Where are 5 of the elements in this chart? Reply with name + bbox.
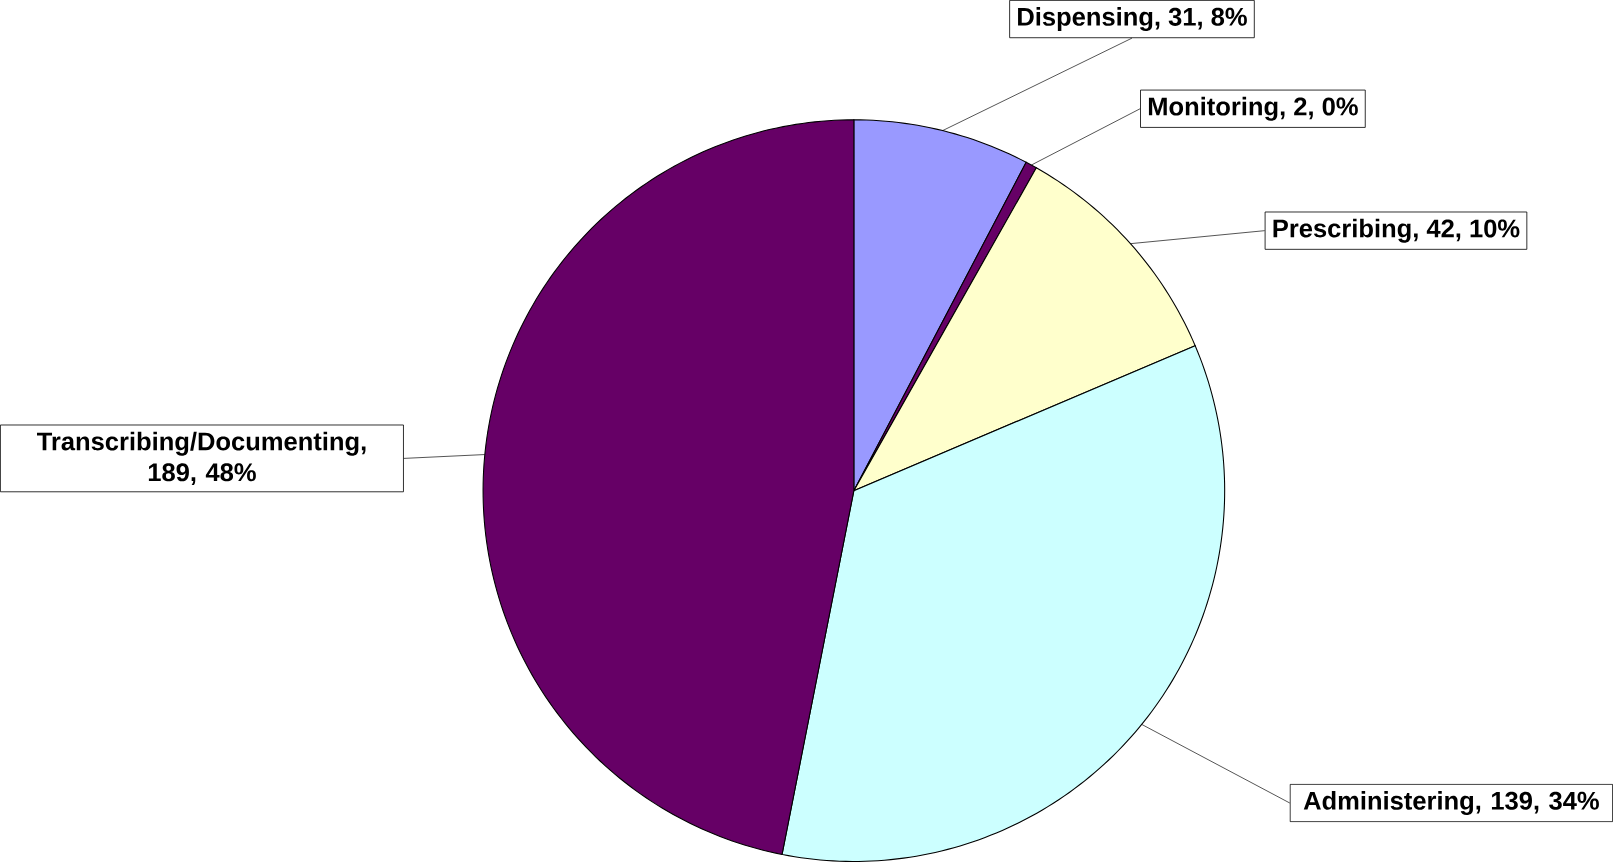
data-label: Transcribing/Documenting, 189, 48% — [37, 431, 366, 486]
data-label: Prescribing, 42, 10% — [1273, 218, 1520, 243]
data-label: Dispensing, 31, 8% — [1018, 7, 1247, 32]
data-label: Monitoring, 2, 0% — [1148, 96, 1358, 121]
data-label: Administering, 139, 34% — [1303, 791, 1599, 815]
